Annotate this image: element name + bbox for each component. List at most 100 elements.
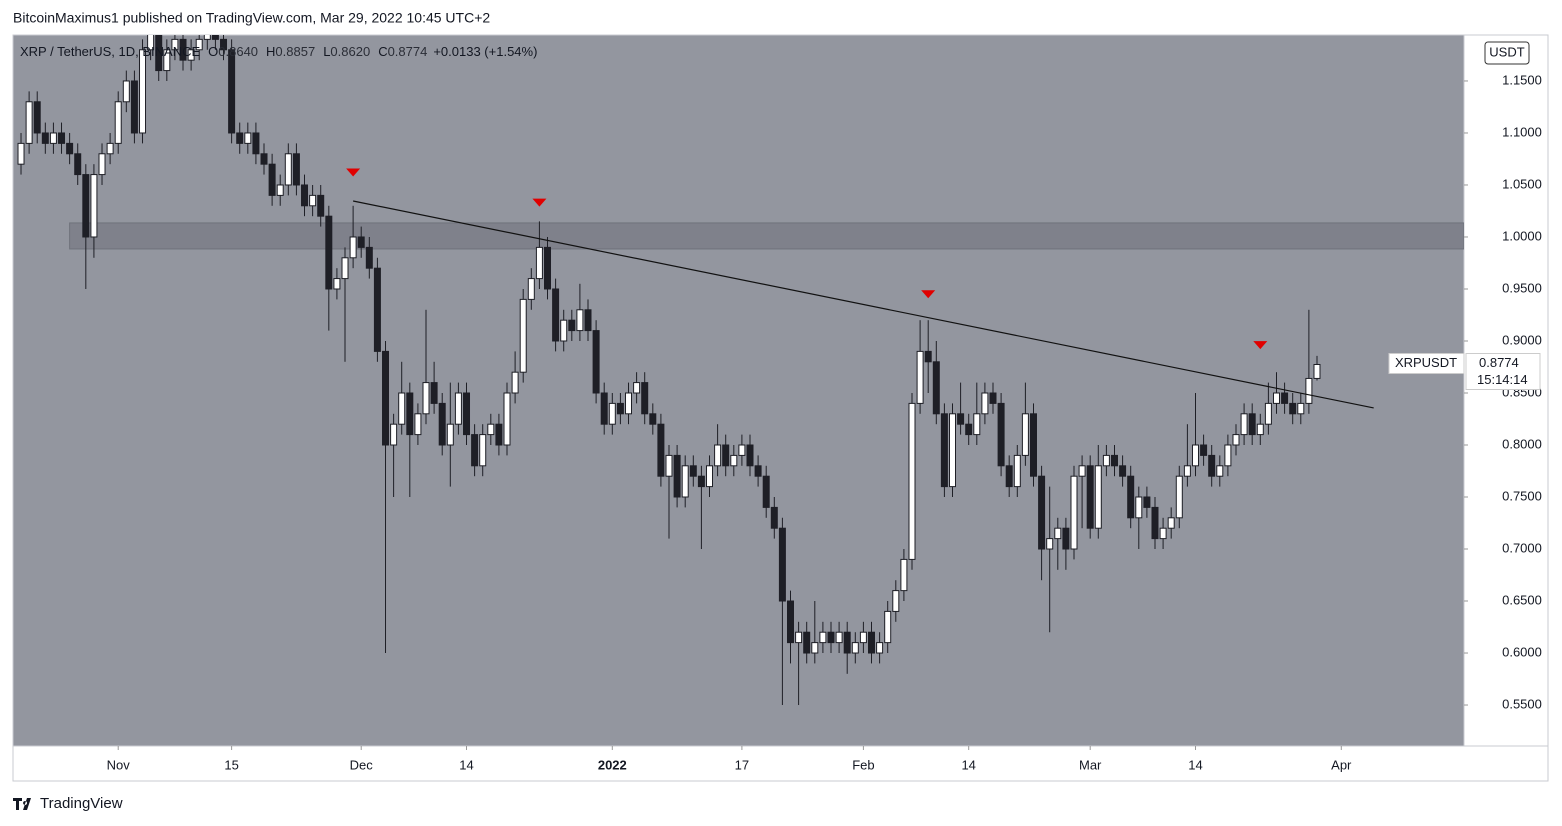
candle-body (625, 392, 633, 415)
legend-key: L (323, 44, 330, 59)
candle-body (66, 142, 74, 155)
candle-body (778, 527, 786, 602)
candle-body (819, 631, 827, 644)
candle-body (965, 423, 973, 436)
time-axis (12, 745, 1549, 782)
candle-body (1281, 392, 1289, 404)
x-tick-label: 14 (1188, 757, 1202, 772)
candle-body (1127, 475, 1135, 519)
candle-body (795, 631, 803, 644)
candle-body (754, 465, 762, 477)
candle-body (406, 392, 414, 436)
candle-body (940, 413, 948, 488)
brand: TradingView (13, 795, 123, 812)
candle-body (58, 132, 66, 144)
candle-body (1005, 465, 1013, 488)
candle-body (49, 132, 57, 144)
candle-body (511, 371, 519, 394)
legend-text: XRP / TetherUS, 1D, BINANCE O0.8640 H0.885… (20, 44, 537, 59)
candle-body (1200, 444, 1208, 456)
candle-body (1264, 402, 1272, 425)
candle-body (560, 319, 568, 342)
y-tick-label: 1.0500 (1502, 176, 1542, 191)
candle-body (932, 361, 940, 415)
legend-symbol: XRP / TetherUS, 1D, BINANCE (20, 44, 200, 59)
candle-body (1175, 475, 1183, 519)
candle-body (1094, 465, 1102, 529)
price-axis (1463, 34, 1549, 747)
x-tick-label: Nov (107, 757, 131, 772)
legend-key: O (208, 44, 218, 59)
candle-body (422, 382, 430, 415)
legend-key: C (378, 44, 387, 59)
legend-value: 0.8620 (330, 44, 370, 59)
legend-key: H (266, 44, 275, 59)
candle-body (163, 49, 171, 72)
x-tick-label: Feb (852, 757, 874, 772)
brand-logo (13, 798, 31, 810)
candle-body (33, 101, 41, 134)
candle-body (770, 506, 778, 529)
candle-body (463, 392, 471, 436)
candle-body (203, 35, 211, 40)
candle-body (892, 590, 900, 612)
candle-body (1046, 538, 1054, 550)
candle-body (1119, 465, 1127, 477)
candle-body (697, 475, 705, 488)
candle-body (25, 101, 33, 144)
legend: XRP / TetherUS, 1D, BINANCE O0.8640 H0.885… (20, 44, 537, 59)
candle-body (1191, 444, 1199, 467)
candle-body (179, 38, 187, 61)
candle-body (641, 382, 649, 415)
candle-body (1248, 413, 1256, 436)
candle-body (552, 288, 560, 342)
candle-body (576, 309, 584, 332)
trendline (352, 200, 1374, 409)
candle-body (41, 132, 49, 144)
candle-body (1208, 454, 1216, 477)
x-tick-label: Apr (1331, 757, 1352, 772)
candle-body (438, 402, 446, 446)
price-tag-box (1465, 352, 1541, 390)
rejection-marker (346, 168, 361, 177)
candle-body (981, 392, 989, 415)
candle-body (373, 267, 381, 352)
candle-body (973, 413, 981, 436)
candle-body (1256, 423, 1264, 436)
candle-body (284, 153, 292, 186)
candle-body (382, 350, 390, 446)
candle-body (1086, 465, 1094, 529)
candle-body (916, 350, 924, 404)
candle-body (454, 392, 462, 425)
candle-body (244, 132, 252, 144)
candle-body (924, 350, 932, 363)
y-tick-label: 0.6000 (1502, 644, 1542, 659)
candle-body (1135, 496, 1143, 519)
candle-body (1070, 475, 1078, 550)
candle-body (835, 631, 843, 644)
candle-body (503, 392, 511, 446)
candle-body (633, 382, 641, 394)
candle-body (592, 330, 600, 394)
candle-body (211, 35, 219, 40)
y-tick-label: 1.1500 (1502, 72, 1542, 87)
candle-body (1313, 363, 1321, 379)
legend-value: 0.8640 (218, 44, 258, 59)
candle-body (1102, 454, 1110, 467)
price-tag-countdown: 15:14:14 (1477, 372, 1528, 387)
rejection-marker (1253, 341, 1268, 350)
brand-name: TradingView (40, 795, 123, 812)
candle-body (535, 246, 543, 280)
candle-body (74, 153, 82, 176)
y-tick-label: 0.6500 (1502, 592, 1542, 607)
candle-body (843, 631, 851, 654)
candle-body (519, 298, 527, 373)
candle-body (787, 600, 795, 644)
candle-body (1013, 454, 1021, 488)
candle-body (17, 142, 25, 165)
candle-body (252, 132, 260, 155)
candle-body (649, 413, 657, 425)
y-tick-label: 0.7500 (1502, 488, 1542, 503)
